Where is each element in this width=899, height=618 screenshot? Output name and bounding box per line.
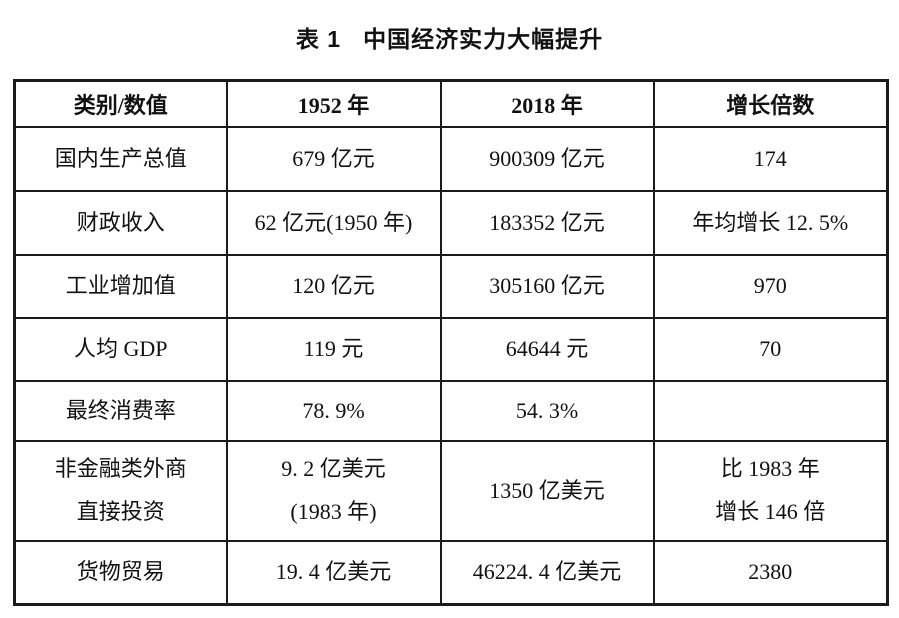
cell-text: 非金融类外商 (54, 456, 187, 482)
cell-text: 工业增加值 (65, 273, 176, 299)
table-body: 国内生产总值 679 亿元 900309 亿元 174 财政收入 62 亿元(1950 年… (13, 126, 889, 605)
cell-text: (1983 年) (290, 499, 377, 524)
category-cell: 国内生产总值 (13, 126, 228, 192)
table-row: 国内生产总值 679 亿元 900309 亿元 174 (13, 126, 889, 192)
value-1952-cell: 679 亿元 (225, 126, 442, 192)
value-1952-cell: 19. 4 亿美元 (225, 540, 442, 605)
table-row: 最终消费率 78. 9% 54. 3% (13, 380, 889, 442)
column-header-category: 类别/数值 (13, 79, 228, 128)
cell-text: 财政收入 (76, 209, 165, 235)
table-row: 非金融类外商 直接投资 9. 2 亿美元 (1983 年) 1350 亿美元 比 1983… (13, 440, 889, 542)
cell-text: 78. 9% (302, 397, 365, 423)
value-1952-cell: 120 亿元 (225, 254, 442, 319)
growth-cell: 970 (652, 254, 889, 319)
cell-text: 货物贸易 (76, 559, 165, 585)
value-1952-cell: 9. 2 亿美元 (1983 年) (225, 440, 442, 542)
cell-text: 183352 亿元 (489, 209, 605, 235)
cell-text: 70 (759, 336, 782, 362)
cell-text: 174 (753, 145, 787, 171)
header-row: 类别/数值 1952 年 2018 年增长倍数 (13, 79, 889, 128)
value-2018-cell: 1350 亿美元 (439, 440, 655, 542)
cell-text: 19. 4 亿美元 (275, 559, 392, 585)
cell-text: 679 亿元 (292, 145, 375, 171)
column-header-value-1952: 1952 年 (225, 79, 442, 128)
cell-text: 119 元 (303, 336, 364, 362)
growth-cell: 年均增长 12. 5% (652, 190, 889, 256)
cell-text: 970 (753, 273, 787, 299)
cell-text: 人均 GDP (73, 336, 168, 362)
value-1952-cell: 119 元 (225, 317, 442, 382)
category-cell: 财政收入 (13, 190, 228, 256)
growth-cell: 174 (652, 126, 889, 192)
value-1952-cell: 78. 9% (225, 380, 442, 442)
category-cell: 工业增加值 (13, 254, 228, 319)
cell-text: 国内生产总值 (54, 145, 187, 171)
growth-cell: 比 1983 年增长 146 倍 (652, 440, 889, 542)
table-title-text: 中国经济实力大幅提升 (363, 26, 604, 52)
growth-cell: 2380 (652, 540, 889, 605)
value-2018-cell: 54. 3% (439, 380, 655, 442)
cell-text: 2380 (748, 559, 793, 585)
value-2018-cell: 64644 元 (439, 317, 655, 382)
category-cell: 非金融类外商 直接投资 (13, 440, 228, 542)
growth-cell (652, 380, 889, 442)
cell-text: 最终消费率 (65, 397, 176, 423)
column-header-value-2018: 2018 年 (439, 79, 655, 128)
table-number-label: 表 1 (295, 26, 342, 52)
category-cell: 货物贸易 (13, 540, 228, 605)
cell-text: 62 亿元(1950 年) (254, 209, 413, 235)
cell-text: 46224. 4 亿美元 (472, 559, 622, 585)
cell-text: 120 亿元 (292, 273, 375, 299)
table-row: 财政收入 62 亿元(1950 年) 183352 亿元 年均增长 12. 5% (13, 190, 889, 256)
cell-text: 比 1983 年 (720, 456, 820, 482)
cell-text: 直接投资 (76, 499, 165, 524)
cell-text: 年均增长 12. 5% (692, 209, 849, 235)
table-title: 表 1 中国经济实力大幅提升 (0, 20, 899, 54)
cell-text: 900309 亿元 (489, 145, 605, 171)
value-2018-cell: 305160 亿元 (439, 254, 655, 319)
table-row: 工业增加值 120 亿元 305160 亿元 970 (13, 254, 889, 319)
value-2018-cell: 900309 亿元 (439, 126, 655, 192)
economy-table: 类别/数值 1952 年 2018 年增长倍数 国内生产总值 679 亿元 900309… (13, 79, 889, 606)
value-1952-cell: 62 亿元(1950 年) (225, 190, 442, 256)
value-2018-cell: 46224. 4 亿美元 (439, 540, 655, 605)
cell-text: 305160 亿元 (489, 273, 605, 299)
cell-text: 增长 146 倍 (715, 499, 826, 524)
cell-text: 1350 亿美元 (489, 477, 605, 503)
column-header-growth: 增长倍数 (652, 79, 889, 128)
cell-text: 9. 2 亿美元 (281, 456, 386, 482)
table-row: 人均 GDP 119 元 64644 元 70 (13, 317, 889, 382)
category-cell: 最终消费率 (13, 380, 228, 442)
value-2018-cell: 183352 亿元 (439, 190, 655, 256)
cell-text: 64644 元 (505, 336, 589, 362)
cell-text: 54. 3% (515, 397, 579, 423)
table-row: 货物贸易 19. 4 亿美元 46224. 4 亿美元 2380 (13, 540, 889, 605)
growth-cell: 70 (652, 317, 889, 382)
category-cell: 人均 GDP (13, 317, 228, 382)
